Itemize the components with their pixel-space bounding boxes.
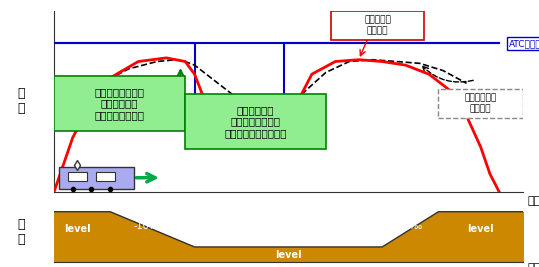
Text: level: level bbox=[64, 224, 91, 234]
FancyBboxPatch shape bbox=[96, 172, 115, 181]
FancyBboxPatch shape bbox=[54, 76, 185, 131]
Text: 距離: 距離 bbox=[528, 196, 539, 206]
Text: level: level bbox=[275, 250, 302, 260]
Text: ATC制限速度: ATC制限速度 bbox=[509, 39, 539, 48]
FancyBboxPatch shape bbox=[330, 11, 424, 40]
Text: level: level bbox=[467, 224, 494, 234]
Text: 惰行を使う
走行計画: 惰行を使う 走行計画 bbox=[364, 15, 391, 35]
Text: 速
度: 速 度 bbox=[17, 88, 25, 115]
Text: -10‰: -10‰ bbox=[133, 221, 162, 231]
FancyBboxPatch shape bbox=[59, 167, 134, 189]
Text: 勾
配: 勾 配 bbox=[17, 218, 25, 246]
Text: 距離: 距離 bbox=[528, 262, 539, 267]
Text: 定速走行する
走行計画: 定速走行する 走行計画 bbox=[465, 93, 497, 113]
Text: ダイヤの許す限り
惰行を多用し
省エネルギー運転: ダイヤの許す限り 惰行を多用し 省エネルギー運転 bbox=[94, 87, 144, 120]
FancyBboxPatch shape bbox=[68, 172, 87, 181]
Text: 無駄な力行や
ブレーキを行わず
乗り心地を良好に保つ: 無駄な力行や ブレーキを行わず 乗り心地を良好に保つ bbox=[224, 105, 287, 138]
Text: 10‰: 10‰ bbox=[398, 221, 423, 231]
FancyBboxPatch shape bbox=[185, 94, 326, 149]
FancyBboxPatch shape bbox=[438, 89, 523, 118]
